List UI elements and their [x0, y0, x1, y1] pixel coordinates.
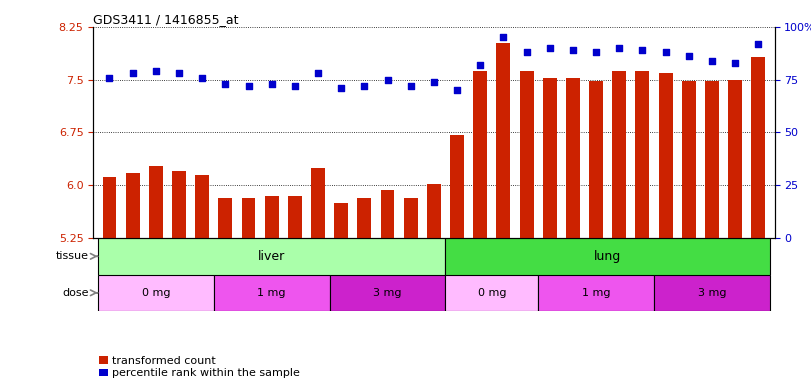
Text: lung: lung: [594, 250, 621, 263]
Bar: [427, 184, 441, 238]
Point: [265, 81, 278, 87]
Bar: [214, 275, 329, 311]
Text: 3 mg: 3 mg: [373, 288, 401, 298]
Bar: [445, 238, 770, 275]
Bar: [98, 275, 214, 311]
Point: [752, 41, 765, 47]
Point: [127, 70, 139, 76]
Bar: [172, 171, 186, 238]
Bar: [682, 81, 696, 238]
Bar: [102, 177, 117, 238]
Bar: [149, 166, 163, 238]
Bar: [358, 198, 371, 238]
Bar: [543, 78, 556, 238]
Bar: [311, 168, 325, 238]
Bar: [380, 189, 394, 238]
Bar: [654, 275, 770, 311]
Bar: [751, 57, 766, 238]
Point: [149, 68, 162, 74]
Bar: [520, 71, 534, 238]
Bar: [264, 196, 279, 238]
Bar: [98, 238, 445, 275]
Bar: [566, 78, 580, 238]
Point: [474, 62, 487, 68]
Text: 1 mg: 1 mg: [581, 288, 611, 298]
Point: [427, 79, 440, 85]
Point: [613, 45, 626, 51]
Bar: [636, 71, 650, 238]
Point: [289, 83, 302, 89]
Point: [404, 83, 417, 89]
Text: 0 mg: 0 mg: [478, 288, 506, 298]
Text: dose: dose: [62, 288, 89, 298]
Bar: [705, 81, 719, 238]
Point: [520, 49, 533, 55]
Bar: [329, 275, 445, 311]
Bar: [728, 80, 742, 238]
Bar: [404, 198, 418, 238]
Bar: [218, 198, 232, 238]
Point: [173, 70, 186, 76]
Bar: [612, 71, 626, 238]
Point: [219, 81, 232, 87]
Bar: [445, 275, 539, 311]
Point: [311, 70, 324, 76]
Point: [451, 87, 464, 93]
Point: [659, 49, 672, 55]
Text: tissue: tissue: [56, 251, 89, 262]
Point: [497, 35, 510, 41]
Bar: [288, 196, 302, 238]
Text: GDS3411 / 1416855_at: GDS3411 / 1416855_at: [93, 13, 238, 26]
Point: [566, 47, 579, 53]
Bar: [195, 175, 209, 238]
Point: [590, 49, 603, 55]
Point: [242, 83, 255, 89]
Point: [335, 85, 348, 91]
Text: 0 mg: 0 mg: [142, 288, 170, 298]
Bar: [539, 275, 654, 311]
Point: [543, 45, 556, 51]
Point: [381, 77, 394, 83]
Bar: [659, 73, 672, 238]
Bar: [450, 135, 464, 238]
Bar: [496, 43, 510, 238]
Point: [682, 53, 695, 60]
Text: 3 mg: 3 mg: [697, 288, 726, 298]
Text: 1 mg: 1 mg: [257, 288, 286, 298]
Point: [358, 83, 371, 89]
Bar: [474, 71, 487, 238]
Bar: [589, 81, 603, 238]
Point: [636, 47, 649, 53]
Bar: [126, 173, 139, 238]
Legend: transformed count, percentile rank within the sample: transformed count, percentile rank withi…: [99, 356, 300, 379]
Point: [706, 58, 719, 64]
Bar: [334, 203, 348, 238]
Point: [728, 60, 741, 66]
Text: liver: liver: [258, 250, 285, 263]
Bar: [242, 198, 255, 238]
Point: [103, 74, 116, 81]
Point: [195, 74, 208, 81]
